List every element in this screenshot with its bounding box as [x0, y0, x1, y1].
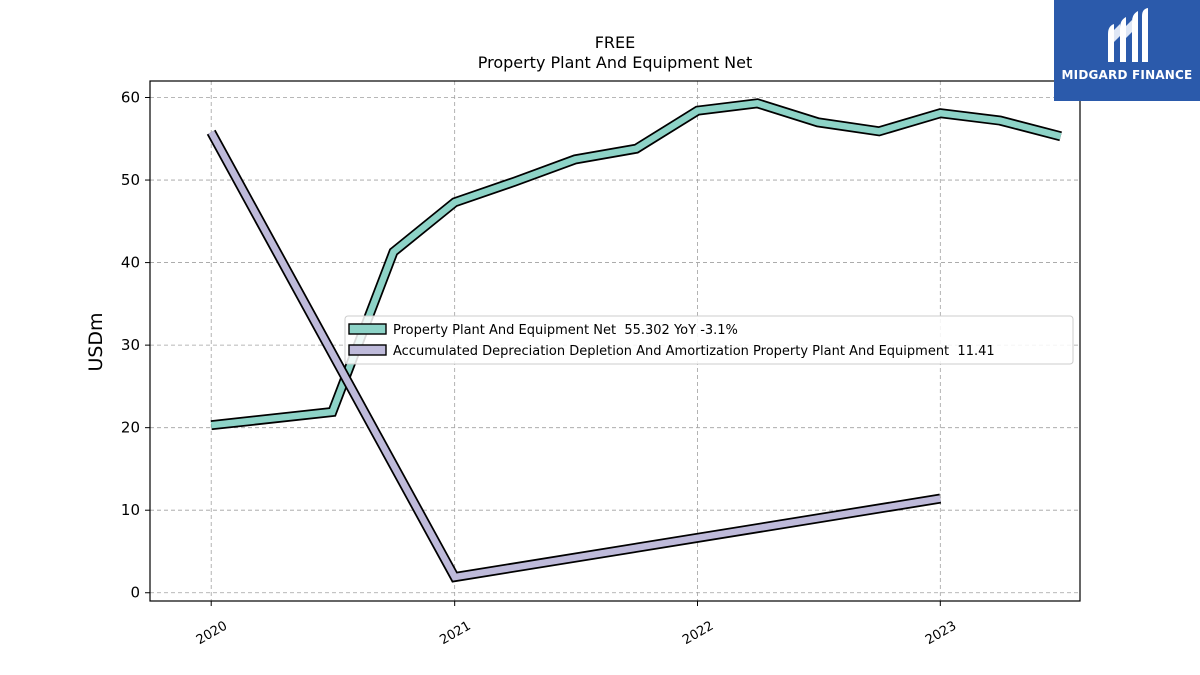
- y-axis-label: USDm: [85, 312, 107, 371]
- y-axis-ticks: 0 10 20 30 40 50 60: [121, 89, 150, 602]
- y-tick-label: 0: [130, 584, 140, 602]
- series-line: [211, 103, 1060, 425]
- legend-swatch-accum-depreciation: [349, 345, 386, 355]
- chart-subtitle: Property Plant And Equipment Net: [478, 53, 753, 72]
- y-tick-label: 10: [121, 501, 140, 519]
- y-tick-label: 20: [121, 419, 140, 437]
- brand-name: MIDGARD FINANCE: [1054, 68, 1200, 82]
- legend-label-accum-depreciation: Accumulated Depreciation Depletion And A…: [393, 344, 995, 359]
- brand-logo: MIDGARD FINANCE: [1054, 0, 1200, 101]
- x-tick-label: 2020: [194, 619, 230, 649]
- x-tick-label: 2023: [923, 619, 959, 649]
- x-tick-label: 2022: [680, 619, 716, 649]
- legend: Property Plant And Equipment Net 55.302 …: [345, 316, 1073, 364]
- y-tick-label: 60: [121, 89, 140, 107]
- x-tick-label: 2021: [437, 619, 473, 649]
- midgard-m-logo-icon: [1054, 0, 1200, 70]
- y-tick-label: 40: [121, 254, 140, 272]
- chart-title: FREE: [595, 33, 636, 52]
- legend-swatch-ppe-net: [349, 324, 386, 334]
- legend-label-ppe-net: Property Plant And Equipment Net 55.302 …: [393, 323, 738, 338]
- y-tick-label: 30: [121, 336, 140, 354]
- series-0: [211, 103, 1060, 425]
- x-axis-ticks: 2020 2021 2022 2023: [194, 601, 959, 648]
- y-tick-label: 50: [121, 171, 140, 189]
